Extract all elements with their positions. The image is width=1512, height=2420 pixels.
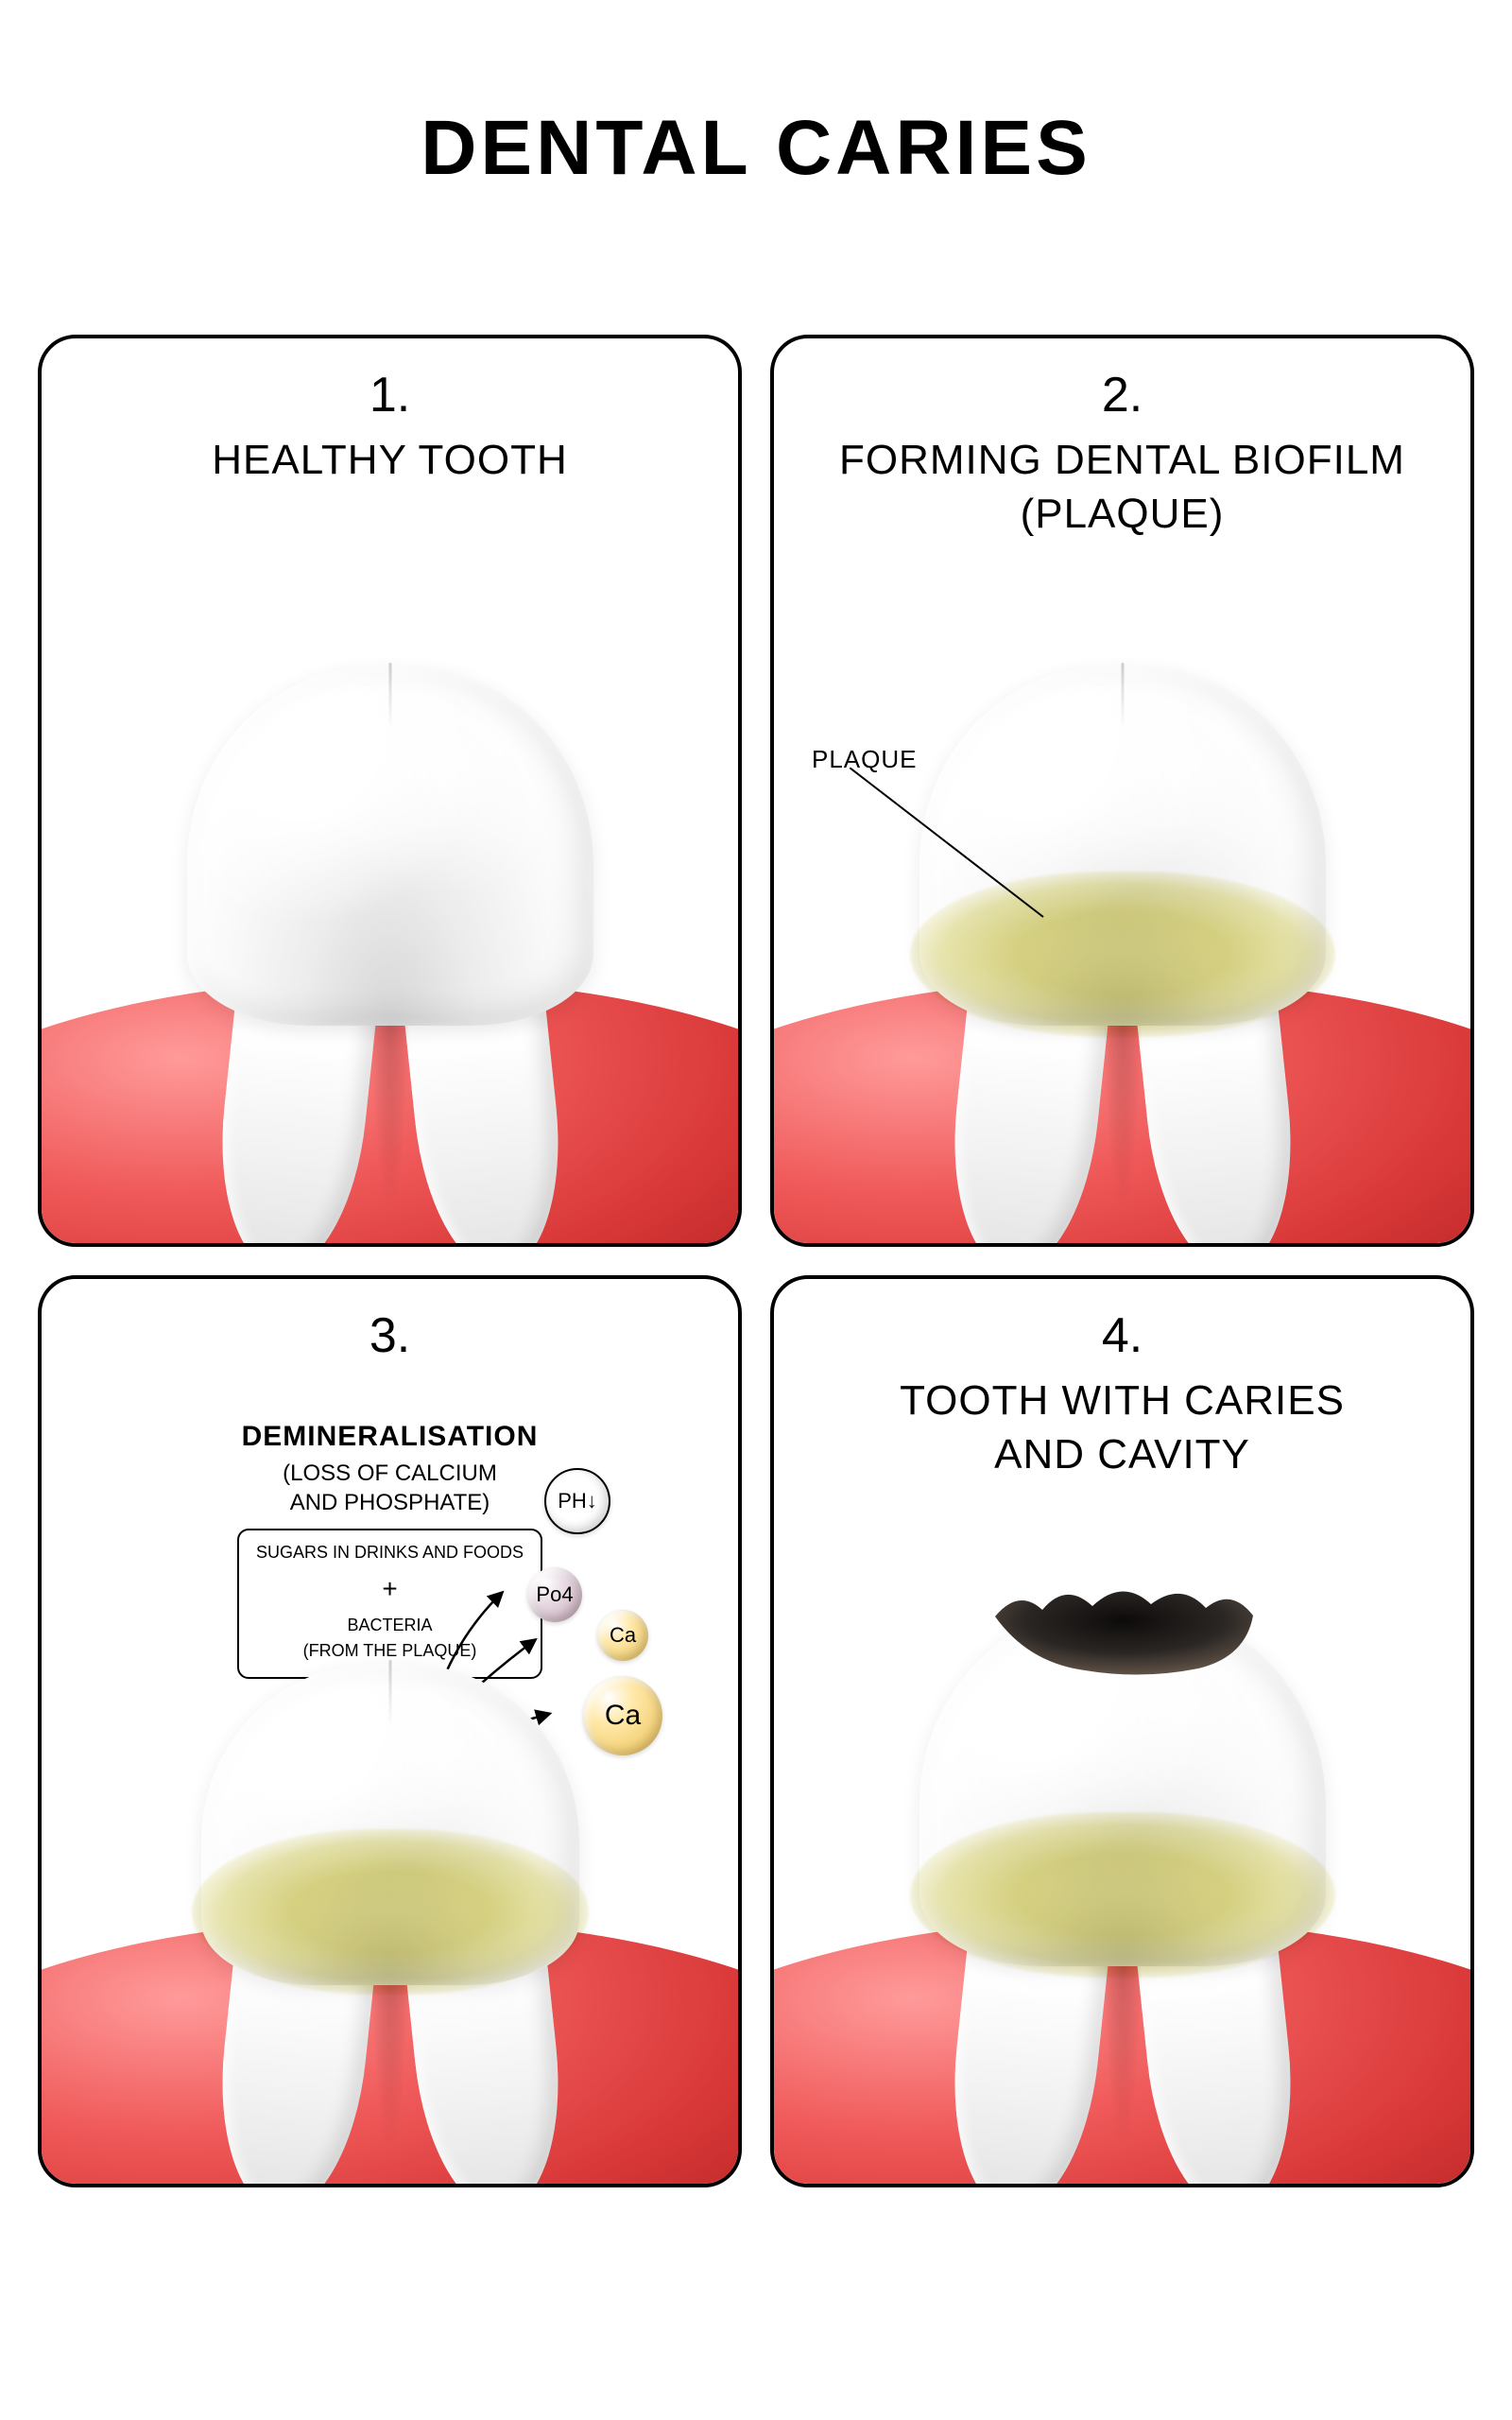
- box-line1: SUGARS IN DRINKS AND FOODS: [256, 1540, 524, 1565]
- panel-number: 2.: [774, 367, 1470, 424]
- page-title: DENTAL CARIES: [0, 104, 1512, 193]
- ca-label: Ca: [610, 1623, 636, 1648]
- box-line2: BACTERIA: [256, 1613, 524, 1638]
- formula-box: SUGARS IN DRINKS AND FOODS + BACTERIA (F…: [237, 1529, 542, 1679]
- panel-demineralisation: 3. DEMINERALISATION (LOSS OF CALCIUM AND…: [38, 1275, 742, 2187]
- ca-bubble-small: Ca: [597, 1610, 648, 1661]
- po4-label: Po4: [536, 1582, 573, 1607]
- panel-number: 1.: [42, 367, 738, 424]
- ph-label: PH↓: [558, 1489, 597, 1513]
- panels-grid: 1. HEALTHY TOOTH 2. FORMING DENTAL BIOFI…: [0, 335, 1512, 2187]
- panel-biofilm: 2. FORMING DENTAL BIOFILM (PLAQUE) PLAQU…: [770, 335, 1474, 1247]
- panel-cavity: 4. TOOTH WITH CARIES AND CAVITY: [770, 1275, 1474, 2187]
- tooth-illustration: [774, 1598, 1470, 2184]
- panel-title-line1: FORMING DENTAL BIOFILM: [839, 437, 1405, 483]
- plaque-band: [192, 1829, 589, 1995]
- panel-number: 4.: [774, 1307, 1470, 1364]
- ph-bubble: PH↓: [544, 1468, 610, 1534]
- plaque-label: PLAQUE: [812, 745, 918, 774]
- panel-title-line2: AND CAVITY: [994, 1431, 1250, 1478]
- demin-sub: (LOSS OF CALCIUM AND PHOSPHATE): [42, 1459, 738, 1517]
- panel-title-line2: (PLAQUE): [1021, 491, 1225, 537]
- panel-title: HEALTHY TOOTH: [42, 433, 738, 487]
- callout-line-icon: [850, 768, 1057, 928]
- demin-sub2: AND PHOSPHATE): [290, 1490, 490, 1515]
- panel-title: FORMING DENTAL BIOFILM (PLAQUE): [774, 433, 1470, 541]
- demin-heading: DEMINERALISATION: [42, 1421, 738, 1453]
- panel-title-line1: TOOTH WITH CARIES: [900, 1377, 1345, 1424]
- tooth-illustration: [42, 657, 738, 1243]
- tooth-crown: [187, 666, 593, 1026]
- panel-number: 3.: [42, 1307, 738, 1364]
- cavity-shape: [981, 1574, 1264, 1678]
- plaque-band: [910, 1812, 1335, 1978]
- plus-icon: +: [256, 1569, 524, 1609]
- panel-title: TOOTH WITH CARIES AND CAVITY: [774, 1374, 1470, 1481]
- tooth-illustration: [42, 1673, 738, 2184]
- po4-bubble: Po4: [527, 1567, 582, 1622]
- panel-healthy-tooth: 1. HEALTHY TOOTH: [38, 335, 742, 1247]
- demin-sub1: (LOSS OF CALCIUM: [283, 1461, 497, 1486]
